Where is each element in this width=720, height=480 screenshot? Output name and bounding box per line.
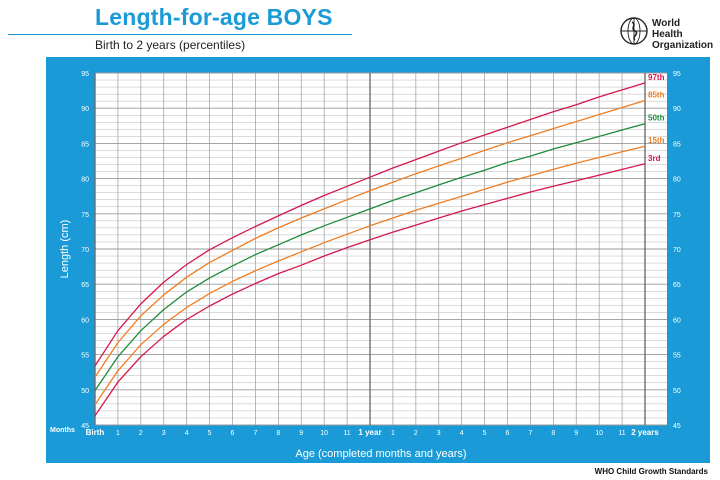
- x-tick-label: 1: [391, 430, 395, 437]
- x-tick-label: 4: [460, 430, 464, 437]
- x-tick-label: 11: [343, 430, 350, 437]
- x-tick-label: 2: [414, 430, 418, 437]
- x-tick-label: 1 year: [358, 428, 381, 437]
- y-tick-label: 50: [673, 388, 681, 395]
- y-tick-label: 65: [81, 282, 89, 289]
- y-tick-label: 75: [673, 212, 681, 219]
- x-tick-label: Birth: [86, 428, 105, 437]
- x-tick-label: 5: [483, 430, 487, 437]
- chart-title: Length-for-age BOYS: [95, 4, 333, 30]
- x-tick-label: 7: [253, 430, 257, 437]
- x-tick-label: 10: [595, 430, 603, 437]
- series-label-15th: 15th: [648, 136, 665, 145]
- series-layer: [94, 82, 646, 417]
- y-tick-label: 75: [81, 212, 89, 219]
- y-ticks-right: 45 50 55 60 65 70 75 80 85 90 95: [673, 71, 681, 430]
- series-label-50th: 50th: [648, 114, 665, 123]
- x-unit-label: Months: [50, 427, 75, 434]
- y-tick-label: 95: [673, 71, 681, 78]
- x-tick-label: 4: [185, 430, 189, 437]
- chart-subtitle: Birth to 2 years (percentiles): [95, 38, 246, 52]
- chart-panel: 45 50 55 60 65 70 75 80 85 90 95 45 50 55 60 65 70 75 80 8…: [46, 57, 710, 463]
- y-tick-label: 90: [81, 106, 89, 113]
- series-label-85th: 85th: [648, 90, 665, 99]
- series-label-97th: 97th: [648, 73, 665, 82]
- x-tick-label: 6: [506, 430, 510, 437]
- y-tick-label: 95: [81, 71, 89, 78]
- who-emblem-icon: [620, 17, 648, 45]
- y-tick-label: 55: [81, 353, 89, 360]
- who-logo: World Health Organization: [619, 16, 713, 51]
- footer-credit: WHO Child Growth Standards: [594, 467, 708, 476]
- y-tick-label: 70: [673, 247, 681, 254]
- y-tick-label: 60: [673, 317, 681, 324]
- title-underline: [8, 34, 352, 35]
- y-tick-label: 70: [81, 247, 89, 254]
- x-tick-label: 6: [231, 430, 235, 437]
- y-tick-label: 60: [81, 317, 89, 324]
- x-ticks: Birth 1 2 3 4 5 6 7 8 9 10 11 1 year 1 2 3 4 5 6 7 8 9 10 11 2 y…: [86, 428, 660, 437]
- x-tick-label: 11: [618, 430, 625, 437]
- x-tick-label: 8: [276, 430, 280, 437]
- y-tick-label: 80: [673, 177, 681, 184]
- y-tick-label: 85: [81, 141, 89, 148]
- who-name-line1: World Health: [652, 18, 683, 40]
- x-tick-label: 3: [162, 430, 166, 437]
- series-label-3rd: 3rd: [648, 154, 661, 163]
- y-tick-label: 80: [81, 177, 89, 184]
- series-line-85th: [94, 99, 646, 378]
- series-line-15th: [94, 145, 646, 405]
- x-tick-label: 5: [208, 430, 212, 437]
- who-name-line2: Organization: [652, 40, 714, 51]
- y-tick-label: 45: [673, 423, 681, 430]
- x-tick-label: 7: [528, 430, 532, 437]
- y-tick-label: 90: [673, 106, 681, 113]
- y-tick-label: 85: [673, 141, 681, 148]
- y-tick-label: 45: [81, 423, 89, 430]
- x-tick-label: 9: [299, 430, 303, 437]
- y-tick-label: 50: [81, 388, 89, 395]
- x-tick-label: 1: [116, 430, 120, 437]
- x-tick-label: 8: [551, 430, 555, 437]
- x-tick-label: 10: [320, 430, 328, 437]
- y-tick-label: 55: [673, 353, 681, 360]
- x-tick-label: 9: [574, 430, 578, 437]
- x-tick-label: 3: [437, 430, 441, 437]
- y-ticks-left: 45 50 55 60 65 70 75 80 85 90 95: [81, 71, 89, 430]
- x-axis-label: Age (completed months and years): [295, 448, 466, 460]
- x-tick-label: 2 years: [631, 428, 659, 437]
- x-tick-label: 2: [139, 430, 143, 437]
- series-line-50th: [94, 123, 646, 391]
- series-line-97th: [94, 82, 646, 367]
- y-tick-label: 65: [673, 282, 681, 289]
- grid-layer: [94, 72, 667, 426]
- series-labels: 3rd 15th 50th 85th 97th: [648, 73, 665, 163]
- series-line-3rd: [94, 163, 646, 417]
- y-axis-label: Length (cm): [59, 220, 71, 279]
